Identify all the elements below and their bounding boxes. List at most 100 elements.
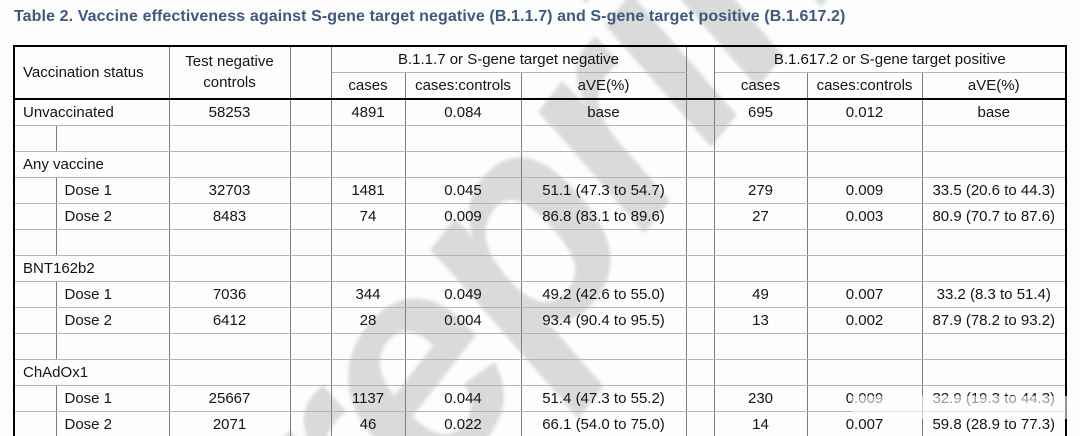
cell-g2-ave: 33.5 (20.6 to 44.3) [921,177,1067,204]
cell-g2-ratio: 0.002 [806,307,923,334]
cell-g1-cases: 74 [330,203,406,230]
cell-spacer [289,255,332,282]
cell-g2-ratio: 0.012 [806,98,923,126]
cell-g1-ave: base [520,98,687,126]
table-row: Dose 2 6412 28 0.004 93.4 (90.4 to 95.5) 13 0.… [13,307,1067,334]
cell-g1-ratio: 0.022 [404,411,522,436]
cell-g2-ratio [806,151,923,178]
cell-controls: 32703 [168,177,291,204]
cell-indent [13,177,57,204]
cell-spacer [685,385,715,412]
cell-g2-cases: 13 [713,307,808,334]
cell-indent [13,203,57,230]
cell-g1-ratio: 0.049 [404,281,522,308]
cell-g1-cases: 46 [330,411,406,436]
cell-label: Dose 2 [55,411,170,436]
cell-g1-ave: 51.4 (47.3 to 55.2) [520,385,687,412]
table-row: Dose 2 8483 74 0.009 86.8 (83.1 to 89.6) 27 0.… [13,203,1067,230]
table-row [13,229,1067,256]
cell-g2-ave: 32.9 (19.3 to 44.3) [921,385,1067,412]
cell-g1-cases [330,333,406,360]
cell-label [55,125,170,152]
cell-controls [168,255,291,282]
cell-g1-ave [520,125,687,152]
cell-g2-ave [921,359,1067,386]
header-vaccination-status: Vaccination status [13,45,170,100]
cell-spacer [685,359,715,386]
cell-label: Dose 2 [55,307,170,334]
cell-g2-cases: 230 [713,385,808,412]
cell-g2-cases: 14 [713,411,808,436]
cell-g1-ave: 66.1 (54.0 to 75.0) [520,411,687,436]
cell-g2-ratio: 0.007 [806,281,923,308]
cell-spacer [289,203,332,230]
cell-g1-ratio: 0.045 [404,177,522,204]
cell-spacer [289,177,332,204]
cell-controls [168,125,291,152]
cell-indent [13,385,57,412]
cell-label [55,333,170,360]
table-row: Unvaccinated 58253 4891 0.084 base 695 0.012 ba… [13,98,1067,126]
cell-controls: 2071 [168,411,291,436]
cell-spacer [685,203,715,230]
cell-g1-ave [520,255,687,282]
cell-indent [13,281,57,308]
cell-g1-cases: 344 [330,281,406,308]
cell-g2-cases: 27 [713,203,808,230]
cell-g2-ave [921,229,1067,256]
header-g2-ave: aVE(%) [921,72,1067,100]
cell-g1-cases [330,151,406,178]
header-test-negative-controls: Test negative controls [168,45,291,100]
cell-g1-ave [520,359,687,386]
cell-g2-ave: 80.9 (70.7 to 87.6) [921,203,1067,230]
table-row [13,125,1067,152]
cell-g2-cases: 695 [713,98,808,126]
cell-g2-ave [921,151,1067,178]
cell-g2-ratio [806,255,923,282]
cell-label [55,229,170,256]
cell-spacer [289,229,332,256]
cell-spacer [289,281,332,308]
cell-g1-cases: 1481 [330,177,406,204]
header-g1-cases-controls: cases:controls [404,72,522,100]
vaccine-effectiveness-table: Vaccination status Test negative control… [13,45,1068,436]
header-spacer-2 [685,45,715,100]
cell-g2-ave [921,333,1067,360]
cell-g2-ratio [806,333,923,360]
table-row: Dose 1 7036 344 0.049 49.2 (42.6 to 55.0) 49 0… [13,281,1067,308]
cell-g2-ratio: 0.003 [806,203,923,230]
cell-spacer [289,307,332,334]
cell-controls [168,151,291,178]
cell-g1-cases [330,125,406,152]
cell-g2-ave: 59.8 (28.9 to 77.3) [921,411,1067,436]
table-row [13,333,1067,360]
cell-g2-ratio: 0.009 [806,385,923,412]
cell-spacer [685,307,715,334]
table-row: Dose 1 32703 1481 0.045 51.1 (47.3 to 54.7) 2… [13,177,1067,204]
cell-g2-cases [713,255,808,282]
cell-g2-cases [713,151,808,178]
cell-g1-ratio: 0.044 [404,385,522,412]
cell-g2-cases [713,359,808,386]
table-row: Dose 1 25667 1137 0.044 51.4 (47.3 to 55.2) 2… [13,385,1067,412]
cell-g1-ratio [404,151,522,178]
header-g1-ave: aVE(%) [520,72,687,100]
cell-g1-cases [330,359,406,386]
cell-g1-ratio: 0.004 [404,307,522,334]
cell-spacer [685,281,715,308]
cell-g1-ratio [404,125,522,152]
cell-spacer [685,229,715,256]
cell-label: Dose 2 [55,203,170,230]
cell-g1-ave [520,229,687,256]
cell-controls [168,359,291,386]
cell-g2-cases [713,229,808,256]
cell-spacer [289,125,332,152]
cell-g2-cases [713,125,808,152]
cell-g2-ratio [806,125,923,152]
cell-g2-cases: 49 [713,281,808,308]
cell-g1-cases: 1137 [330,385,406,412]
table-caption: Table 2. Vaccine effectiveness against S… [14,8,846,25]
header-row-groups: Vaccination status Test negative control… [13,45,1067,100]
cell-g1-ratio [404,359,522,386]
cell-label: BNT162b2 [13,255,170,282]
